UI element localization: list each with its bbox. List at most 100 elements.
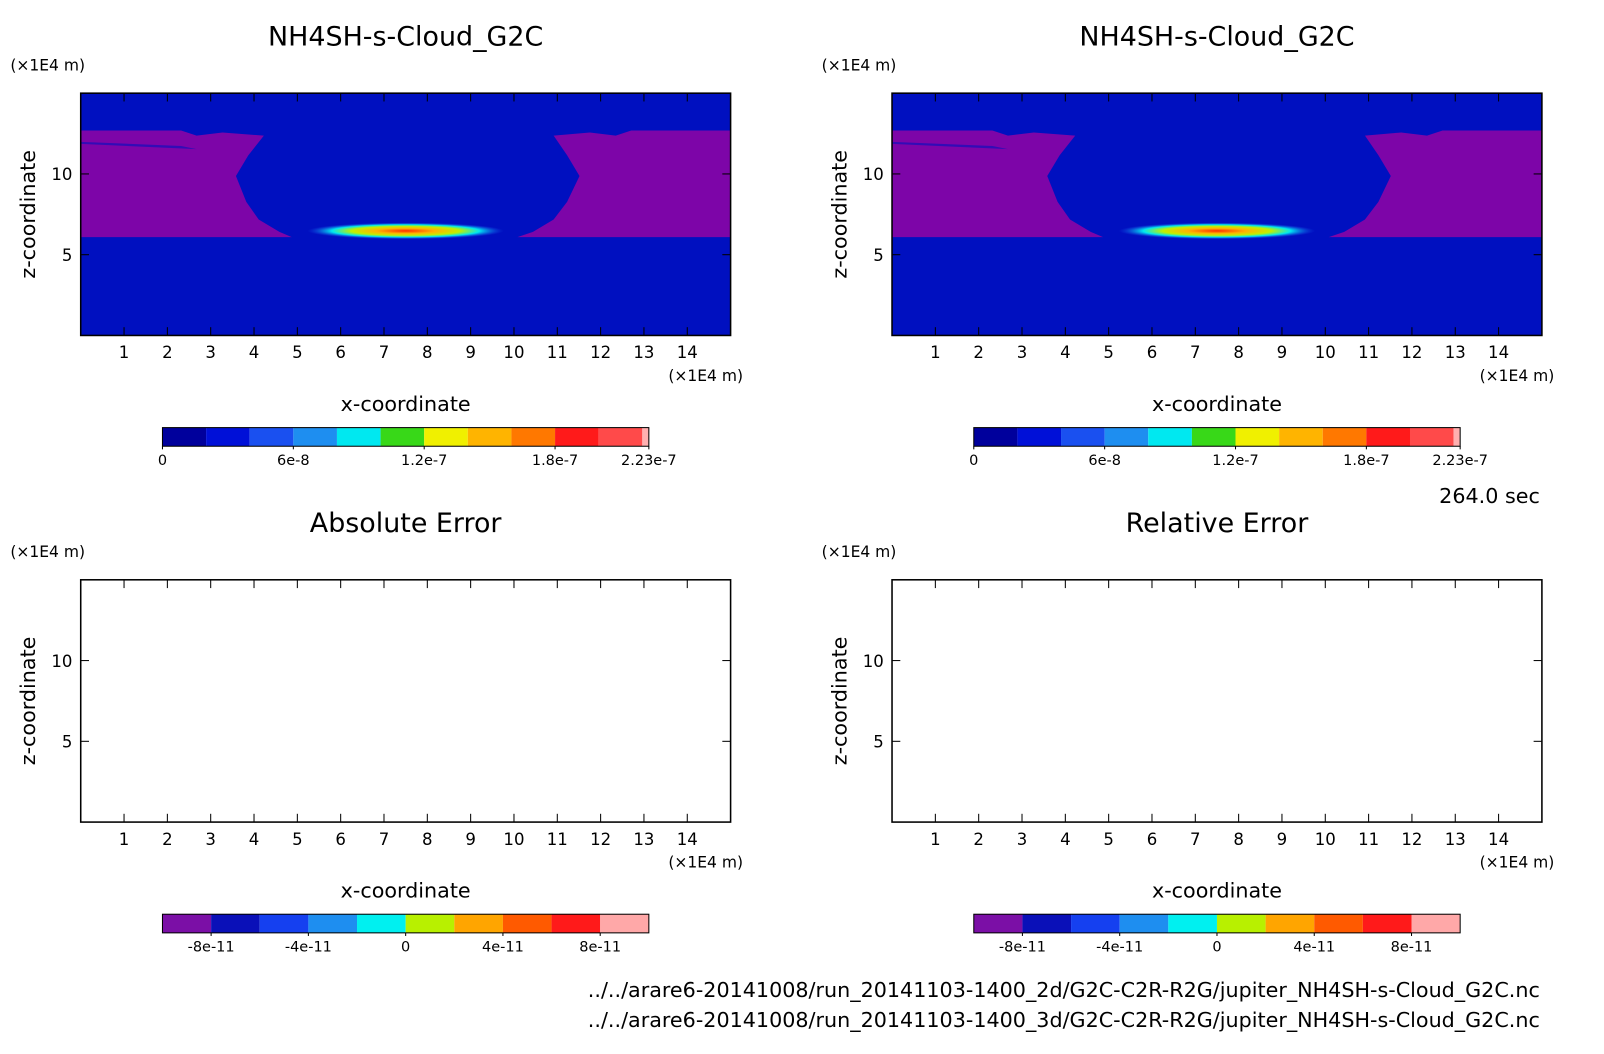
colorbar-segment: [1022, 914, 1072, 933]
colorbar-tick-label: 8e-11: [1391, 939, 1433, 955]
x-unit: (×1E4 m): [1480, 367, 1555, 385]
colorbar-tick-label: 4e-11: [1293, 939, 1335, 955]
colorbar-tick-label: 0: [1212, 939, 1221, 955]
x-tick-label: 14: [677, 830, 698, 849]
x-tick-label: 11: [547, 830, 568, 849]
x-tick-label: 1: [930, 343, 941, 362]
x-tick-label: 13: [1445, 343, 1466, 362]
y-tick-label: 10: [863, 165, 884, 184]
plot-frame: [79, 92, 732, 337]
x-unit: (×1E4 m): [1480, 854, 1555, 872]
plot-frame: [79, 579, 732, 823]
colorbar-tick-label: 0: [401, 939, 410, 955]
x-tick-label: 10: [503, 343, 524, 362]
y-unit: (×1E4 m): [10, 543, 85, 561]
file-path: ../../arare6-20141008/run_20141103-1400_…: [588, 978, 1540, 1003]
colorbar-tick-label: 2.23e-7: [1432, 453, 1488, 469]
x-tick-label: 6: [1147, 830, 1158, 849]
x-tick-label: 12: [590, 343, 611, 362]
x-tick-label: 4: [249, 343, 260, 362]
x-tick-label: 2: [162, 343, 173, 362]
x-tick-label: 11: [1358, 830, 1379, 849]
x-tick-label: 8: [1233, 343, 1244, 362]
y-unit: (×1E4 m): [822, 56, 897, 74]
colorbar-segment: [211, 914, 260, 933]
x-tick-label: 4: [249, 830, 260, 849]
colorbar-segment: [424, 427, 468, 447]
x-tick-label: 9: [465, 830, 476, 849]
colorbar-segment: [1366, 427, 1410, 447]
colorbar-segment: [1191, 427, 1236, 447]
y-axis-label: z-coordinate: [16, 637, 40, 766]
colorbar-segment: [1017, 427, 1062, 447]
colorbar-frame: [973, 427, 1461, 447]
x-tick-label: 6: [335, 343, 346, 362]
x-tick-label: 6: [1147, 343, 1158, 362]
panel: NH4SH-s-Cloud_G2C (×1E4 m) (×1E4 m) x-coord…: [822, 22, 1555, 469]
colorbar-segment: [1235, 427, 1280, 447]
colorbar-segment: [1453, 427, 1461, 447]
x-tick-label: 6: [335, 830, 346, 849]
file-path: ../../arare6-20141008/run_20141103-1400_…: [588, 1008, 1540, 1033]
colorbar-segment: [973, 427, 1018, 447]
y-tick-label: 5: [873, 246, 884, 265]
colorbar-tick-label: 6e-8: [1088, 453, 1121, 469]
x-unit: (×1E4 m): [668, 854, 743, 872]
x-tick-label: 11: [547, 343, 568, 362]
x-tick-label: 12: [590, 830, 611, 849]
x-tick-label: 5: [292, 830, 303, 849]
colorbar-segment: [1409, 427, 1454, 447]
x-tick-label: 8: [1233, 830, 1244, 849]
y-tick-label: 10: [863, 652, 884, 671]
colorbar-segment: [1411, 914, 1461, 933]
colorbar-segment: [1265, 914, 1315, 933]
colorbar-segment: [600, 914, 649, 933]
y-unit: (×1E4 m): [822, 543, 897, 561]
x-tick-label: 14: [1488, 343, 1509, 362]
colorbar-segment: [502, 914, 552, 933]
colorbar-segment: [293, 427, 337, 447]
colorbar-segment: [308, 914, 358, 933]
colorbar-tick-label: -8e-11: [188, 939, 235, 955]
x-tick-label: 8: [422, 343, 433, 362]
colorbar-tick-label: -4e-11: [285, 939, 332, 955]
colorbar-segment: [162, 427, 207, 447]
x-tick-label: 4: [1060, 830, 1071, 849]
plot-frame: [891, 579, 1543, 823]
panel-title: Absolute Error: [310, 508, 503, 539]
colorbar-segment: [973, 914, 1023, 933]
colorbar-segment: [1071, 914, 1120, 933]
x-unit: (×1E4 m): [668, 367, 743, 385]
panel-title: Relative Error: [1126, 508, 1310, 539]
y-tick-label: 5: [873, 733, 884, 752]
x-tick-label: 5: [1103, 830, 1114, 849]
colorbar-segment: [1314, 914, 1363, 933]
colorbar-segment: [1168, 914, 1217, 933]
colorbar-tick-label: 1.2e-7: [401, 453, 447, 469]
x-tick-label: 12: [1401, 343, 1422, 362]
colorbar-segment: [511, 427, 556, 447]
colorbar-tick-label: -8e-11: [999, 939, 1046, 955]
y-unit: (×1E4 m): [10, 56, 85, 74]
colorbar-segment: [1322, 427, 1367, 447]
x-tick-label: 7: [1190, 343, 1201, 362]
colorbar-segment: [336, 427, 381, 447]
colorbar-tick-label: 1.8e-7: [532, 453, 578, 469]
x-tick-label: 11: [1358, 343, 1379, 362]
x-tick-label: 1: [930, 830, 941, 849]
x-tick-label: 4: [1060, 343, 1071, 362]
colorbar-tick-label: 1.2e-7: [1212, 453, 1258, 469]
colorbar-tick-label: 1.8e-7: [1343, 453, 1389, 469]
x-tick-label: 3: [1017, 830, 1028, 849]
x-axis-label: x-coordinate: [1152, 879, 1282, 903]
panel-title: NH4SH-s-Cloud_G2C: [1079, 22, 1354, 53]
colorbar-segment: [206, 427, 250, 447]
contour-field: [80, 93, 731, 336]
colorbar-segment: [598, 427, 643, 447]
x-tick-label: 3: [205, 830, 216, 849]
colorbar-tick-label: 0: [969, 453, 978, 469]
x-tick-label: 13: [633, 343, 654, 362]
colorbar-segment: [405, 914, 455, 933]
x-tick-label: 10: [503, 830, 524, 849]
